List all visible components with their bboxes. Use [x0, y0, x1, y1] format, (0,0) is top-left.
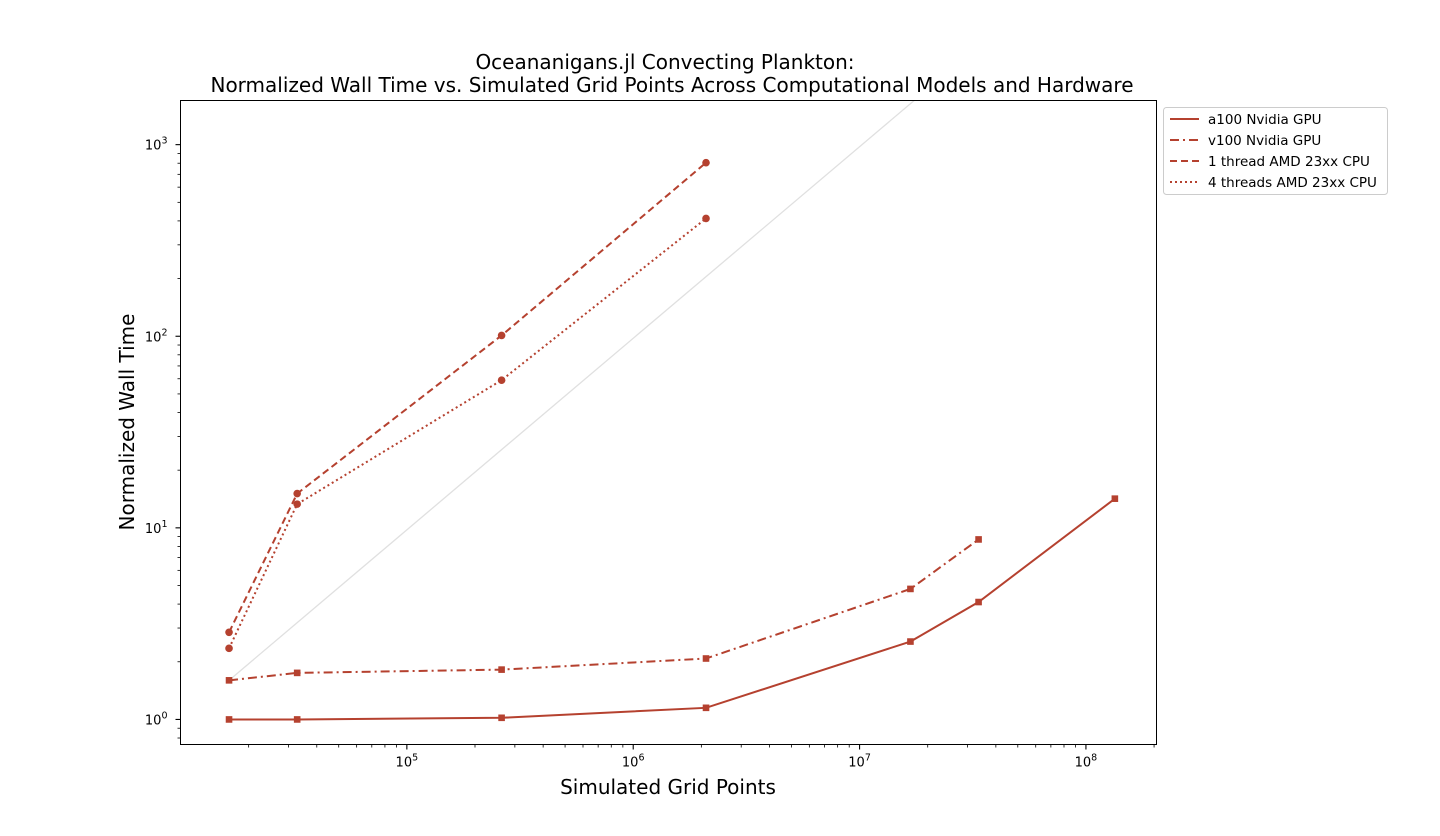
legend: a100 Nvidia GPU v100 Nvidia GPU 1 thread A…: [1163, 107, 1388, 195]
series-layer: [225, 158, 1119, 723]
series-line-4: [228, 217, 707, 649]
legend-box: [1163, 107, 1388, 195]
series-4: [225, 214, 710, 653]
data-point: [975, 598, 982, 606]
series-line-2: [228, 538, 980, 682]
x-axis-label: Simulated Grid Points: [560, 775, 776, 799]
data-point: [497, 331, 506, 340]
chart-title-line1: Oceananigans.jl Convecting Plankton:: [475, 50, 854, 74]
x-tick-label: 106: [622, 753, 645, 771]
reference-line-layer: [228, 100, 916, 681]
data-point: [907, 585, 914, 593]
x-tick-label: 108: [1075, 753, 1098, 771]
data-point: [498, 666, 505, 673]
data-point: [702, 214, 710, 223]
data-point: [702, 704, 710, 712]
series-line-1: [229, 497, 1116, 721]
data-point: [1111, 495, 1119, 502]
plot-frame: [180, 100, 1157, 745]
data-point: [293, 669, 301, 677]
data-point: [975, 536, 982, 543]
x-axis: 105 106 107 108: [248, 744, 1155, 771]
series-line-3: [228, 161, 707, 633]
data-point: [225, 628, 233, 637]
chart-title-line2: Normalized Wall Time vs. Simulated Grid …: [210, 73, 1133, 97]
y-tick-label: 101: [145, 519, 168, 537]
x-tick-label: 105: [396, 753, 419, 771]
y-tick-label: 102: [145, 327, 168, 345]
y-tick-label: 100: [145, 710, 168, 728]
data-point: [907, 638, 914, 645]
series-3: [225, 158, 710, 637]
series-2: [225, 536, 982, 684]
y-tick-label: 103: [145, 136, 168, 154]
legend-label: 1 thread AMD 23xx CPU: [1208, 154, 1370, 170]
data-point: [293, 716, 301, 723]
series-1: [225, 495, 1119, 723]
data-point: [225, 644, 233, 653]
data-point: [702, 158, 710, 167]
data-point: [293, 500, 301, 508]
legend-label: v100 Nvidia GPU: [1208, 133, 1321, 149]
y-axis: 100 101 102 103: [145, 136, 181, 739]
data-point: [225, 677, 233, 684]
data-point: [497, 376, 506, 384]
legend-label: a100 Nvidia GPU: [1208, 112, 1322, 128]
reference-diagonal-line: [228, 100, 916, 681]
data-point: [225, 716, 233, 723]
y-axis-label: Normalized Wall Time: [115, 314, 139, 531]
data-point: [702, 655, 710, 662]
data-point: [293, 489, 301, 498]
data-point: [498, 714, 505, 722]
x-tick-label: 107: [848, 753, 871, 771]
legend-label: 4 threads AMD 23xx CPU: [1208, 175, 1377, 191]
